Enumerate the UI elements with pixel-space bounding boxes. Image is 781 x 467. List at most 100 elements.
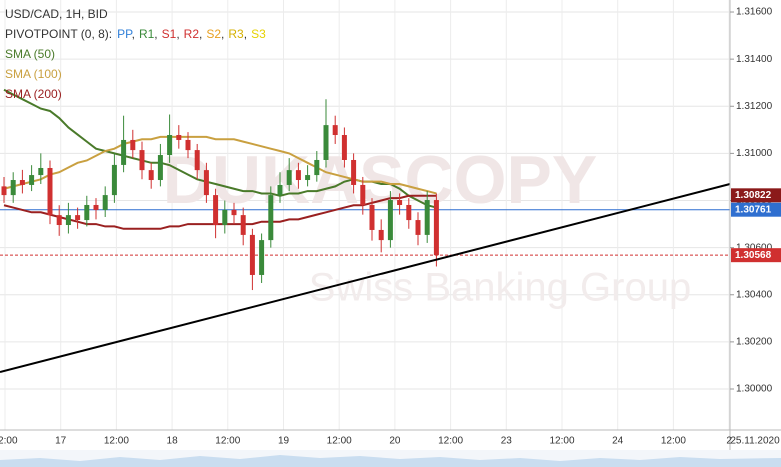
- candle-body: [406, 204, 412, 221]
- x-tick-label: 12:00: [549, 436, 574, 447]
- candle-body: [194, 150, 200, 171]
- pivot-level: R2: [184, 27, 200, 41]
- candle-body: [332, 125, 338, 136]
- candle-body: [268, 195, 274, 241]
- candle-body: [157, 155, 163, 181]
- candle-body: [56, 215, 62, 226]
- pivot-level: R1: [139, 27, 155, 41]
- candle-body: [121, 139, 127, 165]
- candle-body: [213, 195, 219, 226]
- candle-body: [222, 209, 228, 226]
- candle-body: [360, 184, 366, 205]
- legend-entry: SMA (100): [5, 67, 62, 81]
- legend: USD/CAD, 1H, BID PIVOTPOINT (0, 8): PP, R1…: [5, 7, 266, 101]
- axes: 1.316001.314001.312001.310001.308001.306…: [0, 7, 781, 447]
- date-badge: 25.11.2020: [730, 436, 780, 447]
- candle-body: [231, 209, 237, 216]
- candle-body: [286, 170, 292, 185]
- candle-body: [130, 139, 136, 151]
- candle-body: [148, 170, 154, 181]
- legend-pivot: PIVOTPOINT (0, 8): PP, R1, S1, R2, S2, R3, S3: [5, 27, 266, 41]
- legend-entry: SMA (50): [5, 47, 55, 61]
- trendline: [0, 183, 731, 374]
- candle-body: [167, 135, 173, 156]
- legend-title: USD/CAD, 1H, BID: [5, 7, 108, 21]
- candle-body: [314, 159, 320, 176]
- candle-body: [369, 204, 375, 230]
- y-tick-label: 1.30400: [736, 289, 773, 300]
- separator: ,: [176, 27, 179, 41]
- price-badge: [731, 202, 781, 217]
- y-tick-label: 1.31200: [736, 101, 773, 112]
- candle-body: [433, 200, 439, 256]
- candle-body: [351, 159, 357, 185]
- candle-body: [1, 186, 7, 196]
- pivot-level: PP: [117, 27, 133, 41]
- x-tick-label: 2: [726, 436, 732, 447]
- legend-entry: SMA (200): [5, 87, 62, 101]
- y-tick-label: 1.31400: [736, 54, 773, 65]
- candle-body: [249, 234, 255, 275]
- separator: ,: [221, 27, 224, 41]
- x-tick-label: 18: [167, 436, 179, 447]
- pivot-level: S3: [251, 27, 266, 41]
- pivot-level: S2: [206, 27, 221, 41]
- x-tick-label: 12:00: [327, 436, 352, 447]
- pivot-level: R3: [228, 27, 244, 41]
- candle-body: [305, 175, 311, 181]
- x-tick-label: 17: [55, 436, 67, 447]
- x-tick-label: 12:00: [215, 436, 240, 447]
- candle-body: [185, 139, 191, 151]
- y-tick-label: 1.31600: [736, 7, 773, 18]
- y-tick-label: 1.31000: [736, 148, 773, 159]
- candle-body: [84, 204, 90, 221]
- candle-body: [102, 195, 108, 210]
- candle-body: [29, 175, 35, 185]
- x-tick-label: 12:00: [104, 436, 129, 447]
- candle-body: [111, 164, 117, 196]
- separator: ,: [199, 27, 202, 41]
- candle-body: [139, 150, 145, 171]
- candle-body: [176, 135, 182, 140]
- plot: [0, 88, 731, 374]
- price-badge: [731, 188, 781, 203]
- candle-body: [424, 200, 430, 235]
- candle-body: [259, 240, 265, 275]
- sma-line: [3, 135, 437, 195]
- candle-body: [378, 229, 384, 241]
- separator: ,: [154, 27, 157, 41]
- candle-body: [65, 215, 71, 226]
- pivot-level: S1: [162, 27, 177, 41]
- price-badge-label: 1.30822: [735, 190, 772, 201]
- price-badge: [731, 248, 781, 263]
- x-tick-label: 12:00: [0, 436, 18, 447]
- candle-body: [10, 180, 16, 196]
- candle-body: [323, 125, 329, 160]
- grid: [0, 0, 730, 430]
- x-tick-label: 23: [501, 436, 513, 447]
- x-tick-label: 24: [612, 436, 624, 447]
- candle-body: [19, 180, 25, 185]
- candle-body: [203, 170, 209, 196]
- watermark: Swiss Banking Group: [309, 266, 691, 310]
- price-badge-label: 1.30568: [735, 250, 772, 261]
- candle-body: [397, 200, 403, 205]
- candle-body: [240, 215, 246, 235]
- x-tick-label: 20: [389, 436, 401, 447]
- candle-body: [387, 200, 393, 241]
- x-tick-label: 19: [278, 436, 290, 447]
- watermark: DUKASCOPY: [163, 142, 598, 218]
- price-badge-label: 1.30761: [735, 204, 772, 215]
- separator: ,: [132, 27, 135, 41]
- y-tick-label: 1.30200: [736, 337, 773, 348]
- candle-body: [93, 204, 99, 210]
- y-tick-label: 1.30600: [736, 242, 773, 253]
- candle-body: [38, 167, 44, 176]
- candle-body: [415, 220, 421, 235]
- separator: ,: [244, 27, 247, 41]
- candle-body: [295, 170, 301, 181]
- y-tick-label: 1.30000: [736, 384, 773, 395]
- pivot-label: PIVOTPOINT (0, 8):: [5, 27, 112, 41]
- x-tick-label: 12:00: [438, 436, 463, 447]
